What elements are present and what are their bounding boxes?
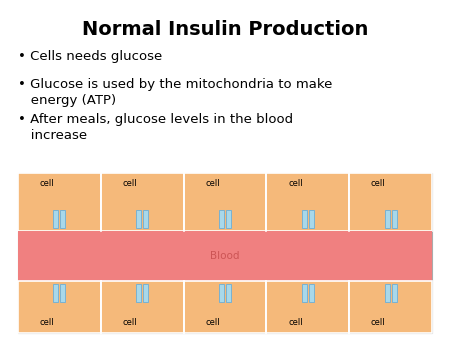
- Text: • Cells needs glucose: • Cells needs glucose: [18, 50, 162, 63]
- Bar: [349, 173, 432, 231]
- Bar: [184, 281, 266, 333]
- Bar: [143, 210, 148, 228]
- Bar: [309, 210, 314, 228]
- Text: cell: cell: [205, 318, 220, 327]
- Bar: [136, 210, 141, 228]
- Bar: [392, 284, 396, 302]
- Text: Normal Insulin Production: Normal Insulin Production: [82, 20, 368, 39]
- Bar: [136, 284, 141, 302]
- Bar: [54, 284, 58, 302]
- Text: cell: cell: [122, 318, 137, 327]
- Bar: [101, 281, 184, 333]
- Bar: [302, 284, 307, 302]
- Bar: [18, 173, 432, 333]
- Bar: [219, 284, 224, 302]
- Text: cell: cell: [288, 318, 303, 327]
- Text: cell: cell: [40, 318, 54, 327]
- Text: cell: cell: [371, 179, 386, 188]
- Text: Blood: Blood: [210, 251, 240, 261]
- Text: cell: cell: [371, 318, 386, 327]
- Text: cell: cell: [40, 179, 54, 188]
- Bar: [60, 210, 65, 228]
- Bar: [226, 210, 231, 228]
- Bar: [18, 231, 432, 281]
- Text: • Glucose is used by the mitochondria to make
   energy (ATP): • Glucose is used by the mitochondria to…: [18, 78, 333, 107]
- Bar: [101, 173, 184, 231]
- Bar: [18, 173, 101, 231]
- Bar: [385, 284, 390, 302]
- Bar: [385, 210, 390, 228]
- Bar: [18, 281, 101, 333]
- Bar: [184, 173, 266, 231]
- Bar: [349, 281, 432, 333]
- Bar: [60, 284, 65, 302]
- Bar: [266, 173, 349, 231]
- Bar: [143, 284, 148, 302]
- Text: cell: cell: [122, 179, 137, 188]
- Text: • After meals, glucose levels in the blood
   increase: • After meals, glucose levels in the blo…: [18, 113, 293, 142]
- Text: cell: cell: [288, 179, 303, 188]
- Bar: [302, 210, 307, 228]
- Bar: [392, 210, 396, 228]
- Text: cell: cell: [205, 179, 220, 188]
- Bar: [226, 284, 231, 302]
- Bar: [54, 210, 58, 228]
- Bar: [219, 210, 224, 228]
- Bar: [309, 284, 314, 302]
- Bar: [266, 281, 349, 333]
